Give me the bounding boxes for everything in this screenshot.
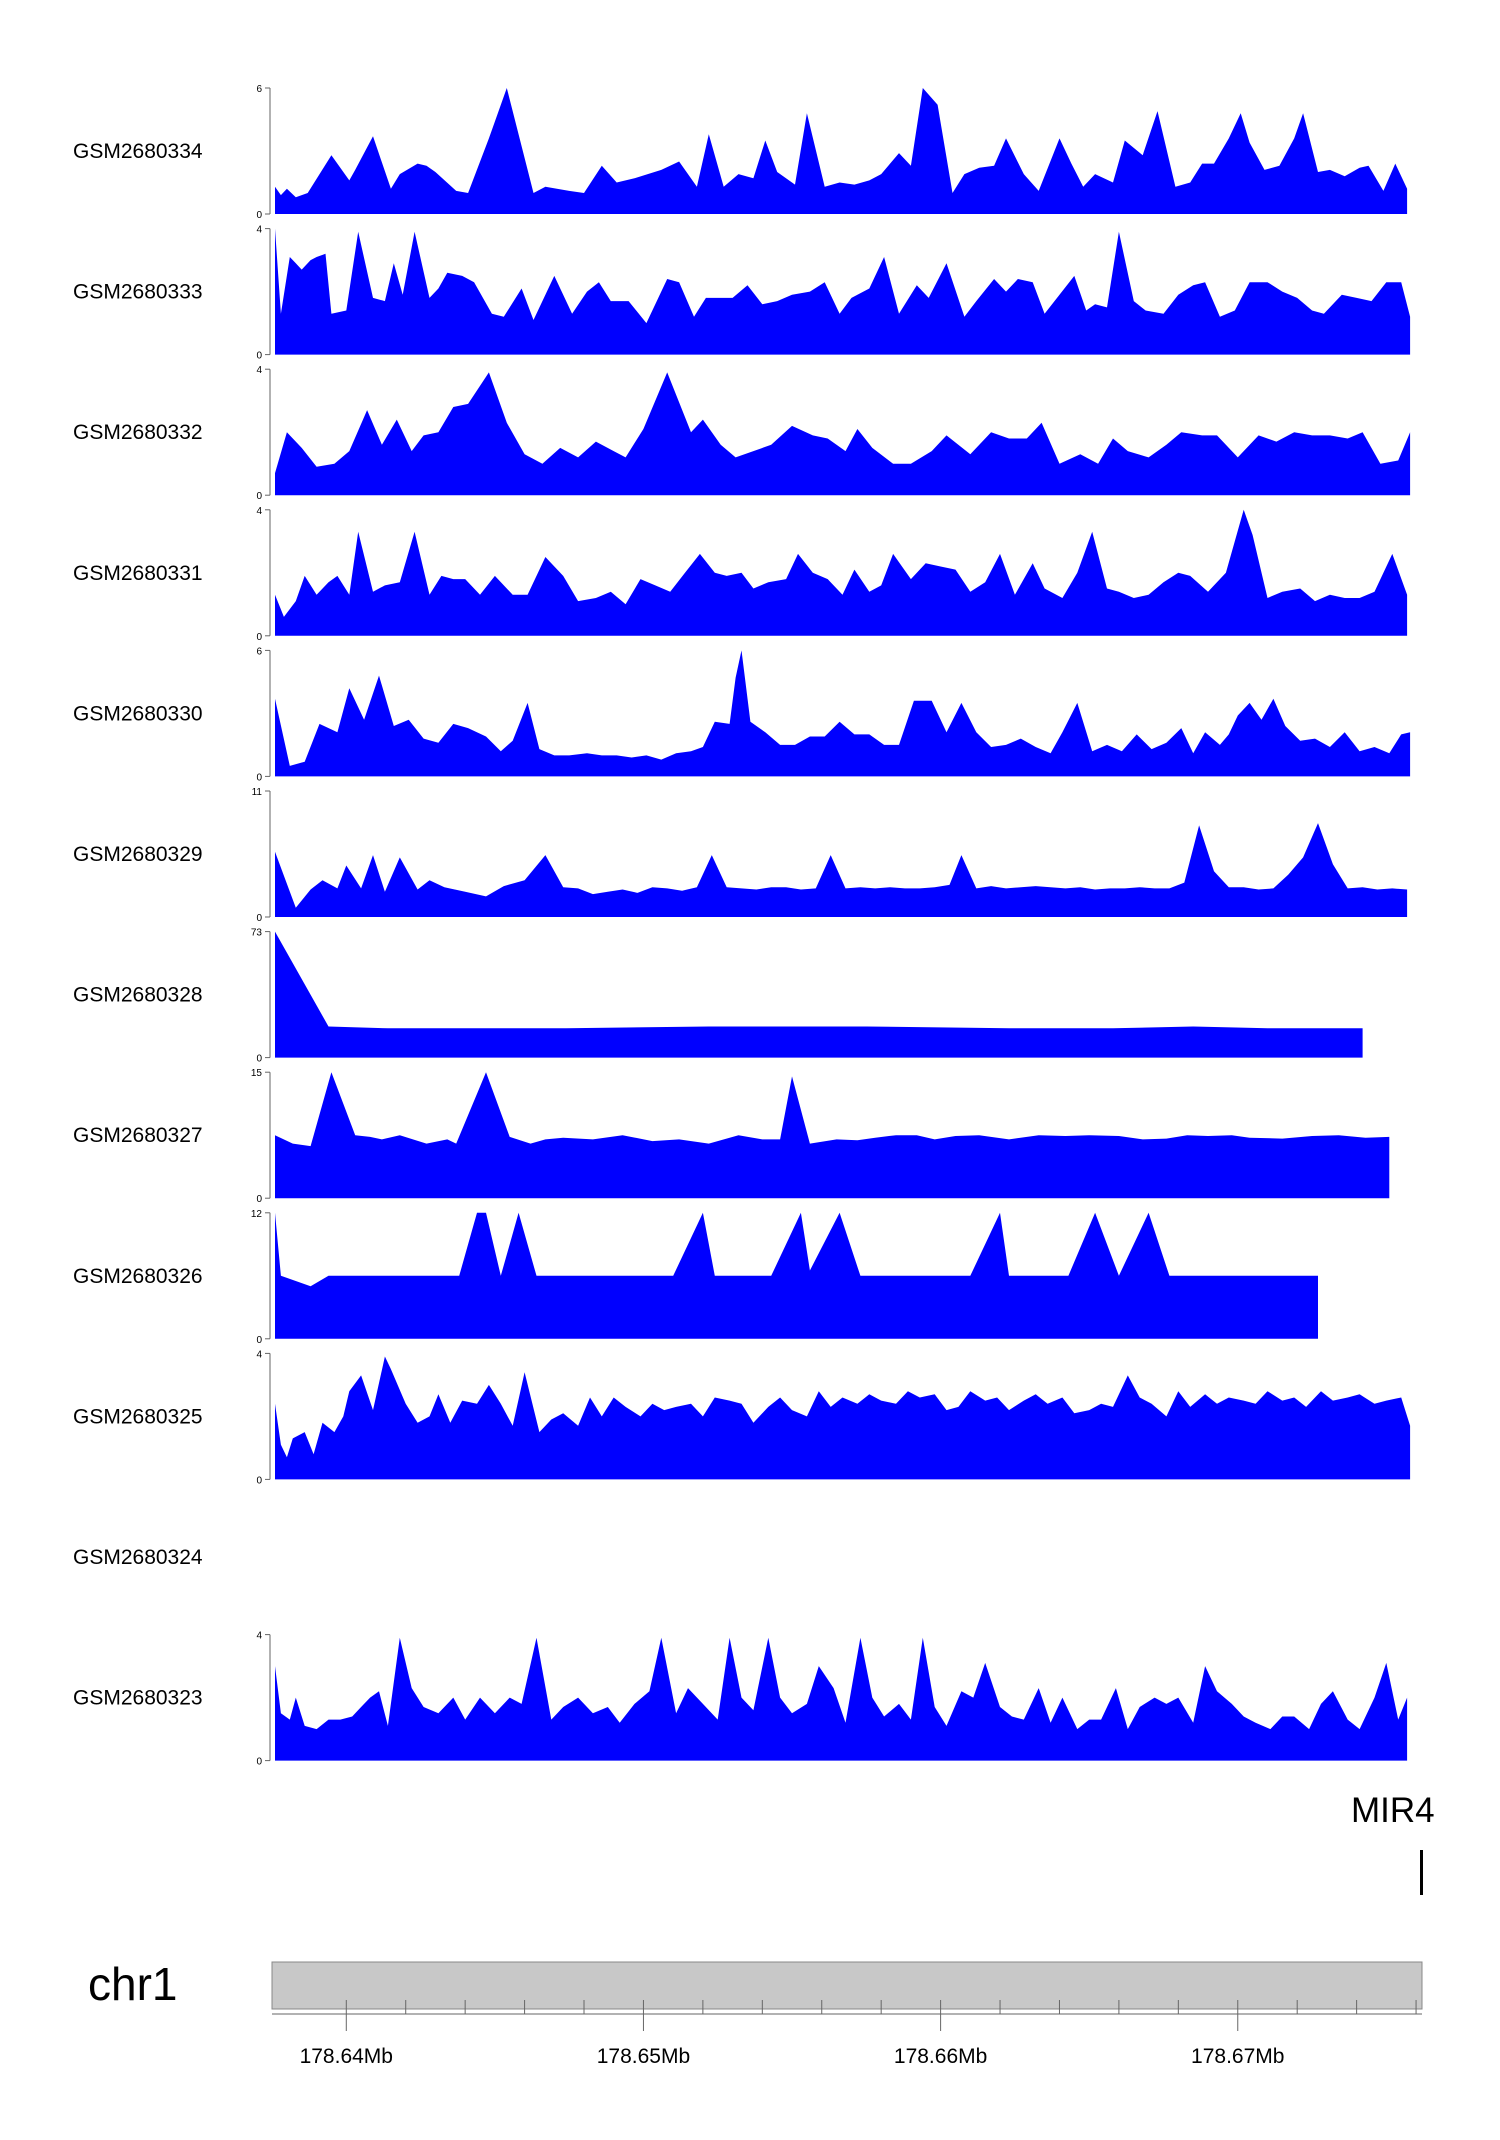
track-label: GSM2680332 <box>73 421 203 444</box>
coverage-area <box>275 1637 1408 1761</box>
track-y-axis: 40 <box>256 1349 271 1486</box>
y-tick-label-max: 6 <box>256 646 262 657</box>
track-label: GSM2680334 <box>73 140 203 163</box>
y-tick-label-max: 11 <box>252 787 263 798</box>
track-label: GSM2680325 <box>73 1405 203 1428</box>
track-GSM2680326: GSM2680326 12 0 <box>73 1209 1318 1346</box>
track-y-axis: 12 0 <box>251 1209 271 1346</box>
track-GSM2680327: GSM2680327 15 0 <box>73 1068 1390 1205</box>
track-y-axis: 40 <box>256 506 271 643</box>
coverage-area <box>275 931 1363 1058</box>
coverage-area <box>275 1212 1318 1339</box>
track-label: GSM2680333 <box>73 281 203 304</box>
track-GSM2680329: GSM2680329 11 0 <box>73 787 1408 924</box>
chromosome-band <box>271 1961 1423 2010</box>
y-tick-label-max: 73 <box>251 928 263 939</box>
coverage-area <box>275 372 1411 496</box>
y-tick-label-max: 4 <box>256 225 262 236</box>
y-tick-label-min: 0 <box>256 491 262 502</box>
track-label: GSM2680331 <box>73 562 203 585</box>
track-y-axis: 40 <box>256 1631 271 1768</box>
track-y-axis: 60 <box>256 646 271 783</box>
y-tick-label-max: 4 <box>256 506 262 517</box>
track-y-axis: 11 0 <box>252 787 271 924</box>
track-y-axis: 40 <box>256 225 271 362</box>
chromosome-label: chr1 <box>88 1958 177 2010</box>
track-label: GSM2680330 <box>73 702 203 725</box>
y-tick-label-min: 0 <box>256 1194 262 1205</box>
y-tick-label-min: 0 <box>256 351 262 362</box>
track-label: GSM2680323 <box>73 1687 203 1710</box>
y-tick-label-min: 0 <box>256 913 262 924</box>
coverage-area <box>275 1072 1390 1199</box>
y-tick-label-min: 0 <box>256 1757 262 1768</box>
chromosome-ideogram: chr1 178.64Mb 178.65Mb 178.66Mb 178.67Mb <box>88 1958 1423 2068</box>
y-tick-label-min: 0 <box>256 632 262 643</box>
y-tick-label-min: 0 <box>256 772 262 783</box>
track-GSM2680328: GSM2680328 73 0 <box>73 928 1363 1065</box>
track-y-axis: 73 0 <box>251 928 271 1065</box>
track-y-axis: 15 0 <box>251 1068 271 1205</box>
coordinate-tick-label: 178.64Mb <box>300 2045 393 2068</box>
coverage-area <box>275 1356 1411 1480</box>
track-y-axis: 40 <box>256 365 271 502</box>
coverage-tracks: GSM268033460GSM268033340GSM268033240GSM2… <box>73 84 1411 1768</box>
track-label: GSM2680324 <box>73 1546 203 1569</box>
track-label: GSM2680328 <box>73 984 203 1007</box>
y-tick-label-min: 0 <box>256 1335 262 1346</box>
coverage-area <box>275 509 1408 636</box>
track-label: GSM2680326 <box>73 1265 203 1288</box>
track-label: GSM2680329 <box>73 843 203 866</box>
gene-annotation-track: MIR4 <box>1351 1791 1435 1895</box>
coverage-area <box>275 823 1408 917</box>
coordinate-tick-label: 178.66Mb <box>894 2045 987 2068</box>
gene-label: MIR4 <box>1351 1791 1435 1830</box>
gene-feature-mark <box>1420 1850 1423 1895</box>
y-tick-label-max: 4 <box>256 365 262 376</box>
y-tick-label-min: 0 <box>256 1054 262 1065</box>
y-tick-label-max: 12 <box>251 1209 263 1220</box>
coverage-area <box>275 88 1408 214</box>
coverage-area <box>275 228 1411 355</box>
y-tick-label-max: 4 <box>256 1349 262 1360</box>
track-GSM2680324: GSM2680324 <box>73 1546 203 1569</box>
coordinate-tick-label: 178.67Mb <box>1191 2045 1284 2068</box>
coordinate-tick-label: 178.65Mb <box>597 2045 690 2068</box>
y-tick-label-max: 4 <box>256 1631 262 1642</box>
coverage-area <box>275 650 1411 777</box>
genomic-coordinate-axis: 178.64Mb 178.65Mb 178.66Mb 178.67Mb <box>272 2000 1422 2068</box>
y-tick-label-max: 6 <box>256 84 262 95</box>
y-tick-label-min: 0 <box>256 210 262 221</box>
y-tick-label-min: 0 <box>256 1475 262 1486</box>
y-tick-label-max: 15 <box>251 1068 263 1079</box>
track-y-axis: 60 <box>256 84 271 221</box>
track-label: GSM2680327 <box>73 1124 203 1147</box>
